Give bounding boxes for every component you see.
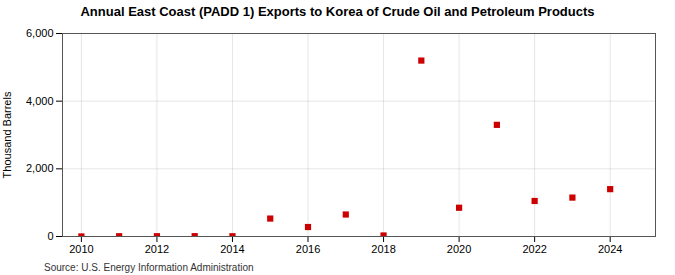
svg-text:Thousand Barrels: Thousand Barrels: [1, 91, 13, 178]
svg-text:2010: 2010: [69, 243, 93, 255]
svg-text:2020: 2020: [447, 243, 471, 255]
svg-text:2022: 2022: [522, 243, 546, 255]
svg-text:2012: 2012: [145, 243, 169, 255]
svg-text:2014: 2014: [220, 243, 244, 255]
svg-text:2,000: 2,000: [26, 162, 54, 174]
html-text:Source: U.S. Energy Informatio: Source: U.S. Energy Information Administ…: [44, 262, 254, 273]
html-text:Annual East Coast (PADD 1) Exp: Annual East Coast (PADD 1) Exports to Ko…: [80, 4, 595, 19]
svg-text:2016: 2016: [296, 243, 320, 255]
svg-text:6,000: 6,000: [26, 27, 54, 39]
svg-text:2024: 2024: [598, 243, 622, 255]
svg-text:2018: 2018: [371, 243, 395, 255]
svg-text:0: 0: [47, 230, 53, 242]
svg-text:4,000: 4,000: [26, 95, 54, 107]
